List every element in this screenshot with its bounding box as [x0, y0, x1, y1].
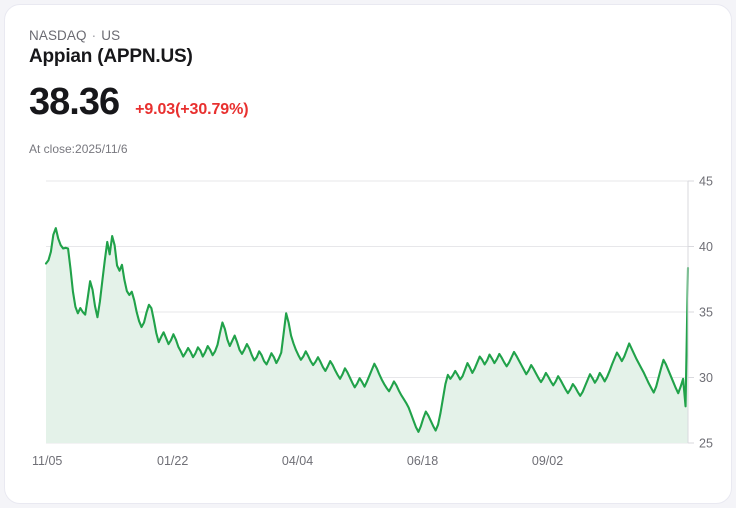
page-title: Appian (APPN.US): [29, 46, 193, 67]
y-tick-label: 35: [699, 306, 713, 320]
price-row: 38.36 +9.03(+30.79%): [29, 81, 249, 123]
exchange-label: NASDAQ: [29, 28, 87, 43]
y-tick-label: 45: [699, 175, 713, 189]
chart-plot-area: [44, 227, 690, 443]
x-tick-label: 11/05: [32, 454, 62, 468]
x-tick-label: 09/02: [532, 454, 563, 468]
price-line: [44, 227, 690, 433]
price-chart[interactable]: 45 40 35 30 25 11/05 01/22 04/04 06/18 09/02: [5, 165, 731, 475]
stock-quote-card: NASDAQ · US Appian (APPN.US) 38.36 +9.03(+…: [4, 4, 732, 504]
price-chart-svg: 45 40 35 30 25 11/05 01/22 04/04 06/18 09/02: [32, 175, 713, 469]
x-tick-label: 04/04: [282, 454, 313, 468]
region-label: US: [101, 28, 121, 43]
last-price: 38.36: [29, 81, 120, 123]
exchange-region-row: NASDAQ · US: [29, 28, 120, 43]
y-tick-label: 40: [699, 240, 713, 254]
y-tick-label: 30: [699, 371, 713, 385]
price-area-fill: [46, 228, 688, 443]
y-axis-tick-labels: 45 40 35 30 25: [699, 175, 713, 451]
price-change: +9.03(+30.79%): [135, 101, 249, 118]
x-axis-tick-labels: 11/05 01/22 04/04 06/18 09/02: [32, 454, 563, 468]
y-tick-label: 25: [699, 437, 713, 451]
exchange-separator-icon: ·: [91, 28, 97, 43]
x-tick-label: 06/18: [407, 454, 438, 468]
chart-axes: [687, 180, 694, 444]
x-tick-label: 01/22: [157, 454, 188, 468]
market-status-note: At close:2025/11/6: [29, 142, 128, 156]
